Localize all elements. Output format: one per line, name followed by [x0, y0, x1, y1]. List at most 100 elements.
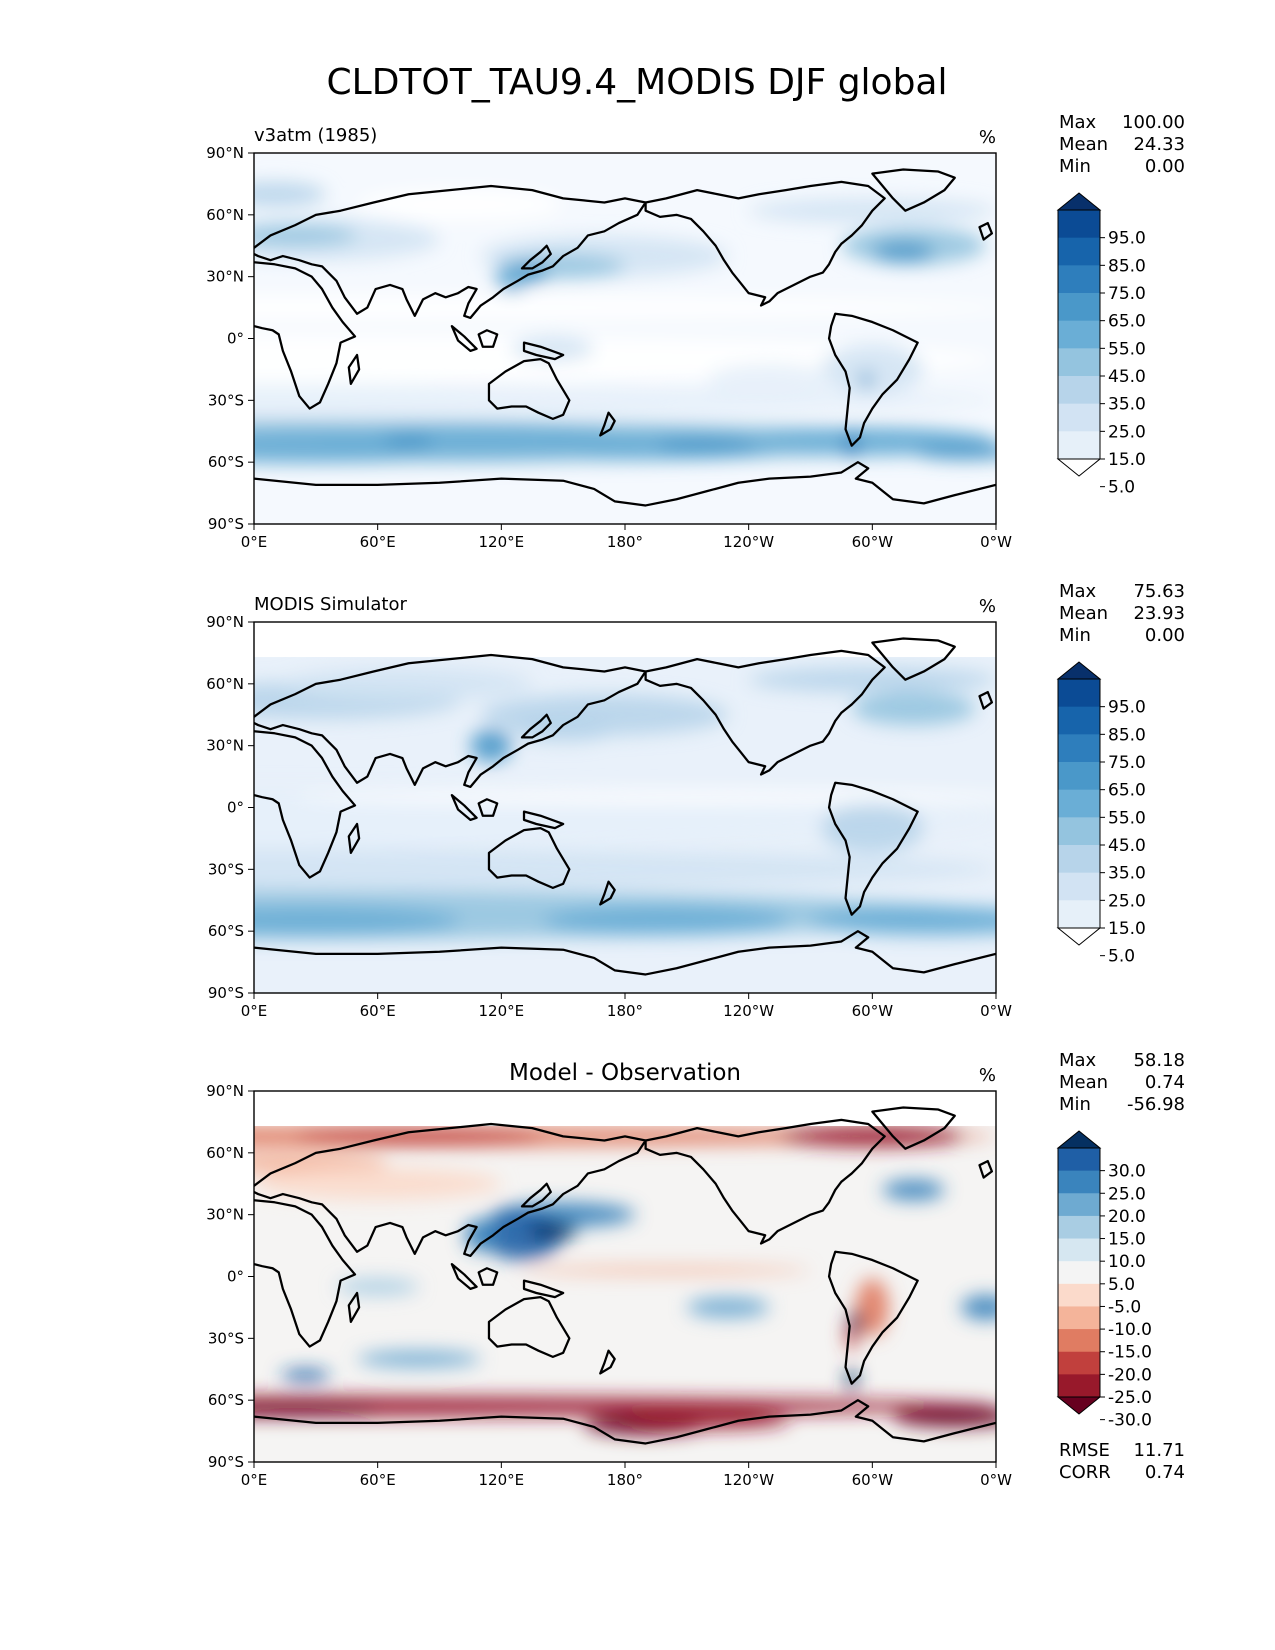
lon-tick-label: 60°W [852, 1002, 894, 1020]
colorbar-segment [1058, 237, 1100, 266]
colorbar-label: 35.0 [1108, 864, 1146, 884]
colorbar-label: 5.0 [1108, 478, 1135, 498]
panel-title: v3atm (1985) [254, 125, 377, 146]
panel-title: MODIS Simulator [254, 594, 407, 615]
colorbar-label: 75.0 [1108, 284, 1146, 304]
colorbar-segment [1058, 1193, 1100, 1217]
colorbar-label: 25.0 [1108, 1184, 1146, 1204]
stat-label: Mean [1059, 1072, 1108, 1093]
lat-tick-label: 0° [227, 330, 244, 348]
colorbar-segment [1058, 210, 1100, 239]
colorbar-segment [1058, 293, 1100, 322]
colorbar-segment [1058, 872, 1100, 901]
lat-tick-label: 30°N [206, 1206, 244, 1224]
colorbar-label: 15.0 [1108, 1230, 1146, 1250]
colorbar-segment [1058, 376, 1100, 405]
lat-tick-label: 90°S [208, 515, 244, 533]
stat-value: 100.00 [1122, 112, 1185, 133]
colorbar-segment [1058, 900, 1100, 929]
lat-tick-label: 60°N [206, 206, 244, 224]
colorbar-segment [1058, 1306, 1100, 1330]
panel-3: 0°E 60°E 120°E 180° 120°W 60°W 0°W 90°N 60°N 30°N… [206, 1050, 1185, 1489]
units-label: % [979, 1065, 996, 1086]
lon-tick-label: 0°E [241, 1002, 268, 1020]
stat-label: Min [1059, 156, 1091, 177]
colorbar-label: 45.0 [1108, 367, 1146, 387]
colorbar-label: -30.0 [1108, 1411, 1152, 1431]
colorbar-segment [1058, 706, 1100, 735]
colorbar-segment [1058, 1238, 1100, 1262]
colorbar-segment [1058, 1261, 1100, 1285]
colorbar-segment [1058, 320, 1100, 349]
lon-tick-label: 60°W [852, 1471, 894, 1489]
colorbar-segment [1058, 789, 1100, 818]
lon-tick-label: 120°E [479, 1002, 525, 1020]
colorbar: 95.0 85.0 75.0 65.0 55.0 45.0 35.0 25.0 15.0 5.0 [1056, 192, 1146, 498]
stat-value: 0.00 [1145, 156, 1185, 177]
units-label: % [979, 127, 996, 148]
lat-tick-label: 90°S [208, 1453, 244, 1471]
colorbar-segment [1058, 265, 1100, 294]
stat-label: Max [1059, 112, 1097, 133]
lon-tick-label: 0°W [980, 1002, 1012, 1020]
colorbar-label: 55.0 [1108, 339, 1146, 359]
colorbar-label: 5.0 [1108, 947, 1135, 967]
colorbar-label: 35.0 [1108, 395, 1146, 415]
lon-tick-label: 0°W [980, 1471, 1012, 1489]
lat-tick-label: 60°S [208, 1391, 244, 1409]
colorbar-label: 75.0 [1108, 753, 1146, 773]
stat-label: Min [1059, 1094, 1091, 1115]
figure-title: CLDTOT_TAU9.4_MODIS DJF global [327, 62, 948, 103]
lon-tick-label: 120°E [479, 533, 525, 551]
lat-tick-label: 60°N [206, 1144, 244, 1162]
lat-tick-label: 30°N [206, 737, 244, 755]
lon-tick-label: 60°E [360, 1002, 396, 1020]
lon-tick-label: 120°W [723, 533, 774, 551]
colorbar-segment [1058, 762, 1100, 791]
stat-value: 24.33 [1133, 134, 1185, 155]
colorbar-segment [1058, 1215, 1100, 1240]
stat-label: Max [1059, 1050, 1097, 1071]
units-label: % [979, 596, 996, 617]
lon-tick-label: 120°W [723, 1002, 774, 1020]
colorbar-label: 5.0 [1108, 1275, 1135, 1295]
colorbar-segment [1058, 1283, 1100, 1307]
colorbar-label: 65.0 [1108, 312, 1146, 332]
lat-tick-label: 60°S [208, 453, 244, 471]
colorbar-label: 25.0 [1108, 891, 1146, 911]
lon-tick-label: 0°W [980, 533, 1012, 551]
stat-value: 0.00 [1145, 625, 1185, 646]
lon-tick-label: 60°E [360, 1471, 396, 1489]
lat-tick-label: 30°S [208, 391, 244, 409]
lat-tick-label: 60°S [208, 922, 244, 940]
colorbar-segment [1058, 679, 1100, 708]
lon-tick-label: 180° [607, 533, 643, 551]
colorbar-label: 65.0 [1108, 781, 1146, 801]
colorbar-label: -20.0 [1108, 1365, 1152, 1385]
bottom-stat-value: 0.74 [1145, 1462, 1185, 1483]
colorbar-label: 15.0 [1108, 450, 1146, 470]
lon-tick-label: 120°W [723, 1471, 774, 1489]
colorbar-segment [1058, 1329, 1100, 1353]
colorbar-label: 55.0 [1108, 808, 1146, 828]
colorbar-segment [1058, 1148, 1100, 1172]
panel-2: 0°E 60°E 120°E 180° 120°W 60°W 0°W 90°N 60°N 30°N… [206, 581, 1185, 1020]
lon-tick-label: 120°E [479, 1471, 525, 1489]
colorbar-segment [1058, 1374, 1100, 1398]
colorbar-segment [1058, 431, 1100, 460]
colorbar-segment [1058, 348, 1100, 377]
stat-label: Max [1059, 581, 1097, 602]
colorbar-segment [1058, 1170, 1100, 1194]
lat-tick-label: 0° [227, 1268, 244, 1286]
lat-tick-label: 90°N [206, 1082, 244, 1100]
colorbar-segment [1058, 817, 1100, 846]
panel-center-title: Model - Observation [509, 1060, 741, 1086]
lat-tick-label: 90°N [206, 144, 244, 162]
colorbar: 95.0 85.0 75.0 65.0 55.0 45.0 35.0 25.0 15.0 5.0 [1056, 661, 1146, 967]
colorbar-segment [1058, 1351, 1100, 1375]
stat-value: 58.18 [1133, 1050, 1185, 1071]
colorbar-label: 95.0 [1108, 698, 1146, 718]
stat-value: 0.74 [1145, 1072, 1185, 1093]
lat-tick-label: 0° [227, 799, 244, 817]
